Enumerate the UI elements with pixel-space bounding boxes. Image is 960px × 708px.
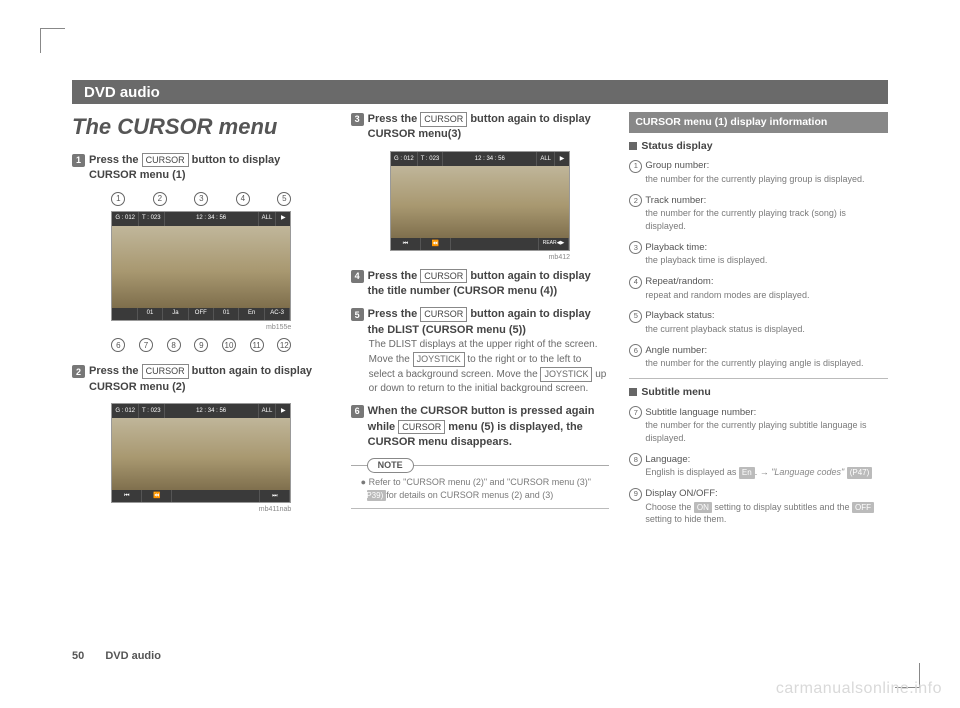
info-item-9: 9Display ON/OFF: Choose the ON setting t… [629, 487, 888, 526]
caption-2: mb411nab [111, 505, 291, 515]
column-3: CURSOR menu (1) display information Stat… [629, 112, 888, 638]
cursor-button-label: CURSOR [398, 420, 445, 435]
page-number: 50 [72, 650, 84, 662]
step-2: 2 Press the CURSOR button again to displ… [72, 364, 331, 395]
column-1: The CURSOR menu 1 Press the CURSOR butto… [72, 112, 331, 638]
column-2: 3 Press the CURSOR button again to displ… [351, 112, 610, 638]
screenshot-2: G : 012 T : 023 12 : 34 : 56 ALL ▶ ⏮ ⏪ ⏭ [111, 403, 291, 503]
page-content: The CURSOR menu 1 Press the CURSOR butto… [72, 112, 888, 638]
step-number-3: 3 [351, 113, 364, 126]
section-header: DVD audio [72, 80, 888, 104]
bottom-bar-1: 01 Ja OFF 01 En AC-3 [112, 308, 290, 320]
bottom-bar-2: ⏮ ⏪ ⏭ [112, 490, 290, 502]
note-text: ● Refer to "CURSOR menu (2)" and "CURSOR… [361, 476, 610, 501]
step-4: 4 Press the CURSOR button again to displ… [351, 269, 610, 300]
callouts-bottom: 6 7 8 9 10 11 12 [111, 338, 291, 352]
step-5-text: Press the CURSOR button again to display… [368, 307, 610, 338]
step-3-text: Press the CURSOR button again to display… [368, 112, 610, 143]
bottom-bar-3: ⏮ ⏪ REAR◀▶ [391, 238, 569, 250]
watermark: carmanualsonline.info [776, 680, 942, 698]
info-item-7: 7Subtitle language number:the number for… [629, 406, 888, 445]
page-heading: The CURSOR menu [72, 112, 331, 143]
info-item-6: 6Angle number:the number for the current… [629, 344, 888, 370]
info-item-1: 1Group number:the number for the current… [629, 159, 888, 185]
cursor-button-label: CURSOR [420, 307, 467, 322]
step-3: 3 Press the CURSOR button again to displ… [351, 112, 610, 143]
joystick-label: JOYSTICK [540, 367, 592, 382]
step-number-6: 6 [351, 405, 364, 418]
cursor-button-label: CURSOR [420, 112, 467, 127]
joystick-label: JOYSTICK [413, 352, 465, 367]
step-6-text: When the CURSOR button is pressed again … [368, 404, 610, 450]
step-number-2: 2 [72, 365, 85, 378]
separator [629, 378, 888, 379]
info-item-5: 5Playback status:the current playback st… [629, 309, 888, 335]
caption-1: mb155e [111, 323, 291, 333]
play-icon: ▶ [276, 212, 290, 226]
step-2-text: Press the CURSOR button again to display… [89, 364, 331, 395]
cursor-button-label: CURSOR [142, 153, 189, 168]
callouts-top: 1 2 3 4 5 [111, 192, 291, 206]
subtitle-menu-head: Subtitle menu [629, 385, 888, 400]
caption-3: mb412 [390, 253, 570, 263]
status-bar-2: G : 012 T : 023 12 : 34 : 56 ALL ▶ [112, 404, 290, 418]
screenshot-3: G : 012 T : 023 12 : 34 : 56 ALL ▶ ⏮ ⏪ R… [390, 151, 570, 251]
step-number-4: 4 [351, 270, 364, 283]
note-divider: NOTE [351, 458, 610, 472]
step-5-body: The DLIST displays at the upper right of… [369, 338, 610, 396]
info-item-8: 8Language: English is displayed as En. →… [629, 453, 888, 479]
info-box-title: CURSOR menu (1) display information [629, 112, 888, 133]
step-number-1: 1 [72, 154, 85, 167]
footer-section: DVD audio [105, 650, 161, 662]
step-5: 5 Press the CURSOR button again to displ… [351, 307, 610, 396]
status-bar-3: G : 012 T : 023 12 : 34 : 56 ALL ▶ [391, 152, 569, 166]
screenshot-1: G : 012 T : 023 12 : 34 : 56 ALL ▶ 01 Ja… [111, 211, 291, 321]
step-number-5: 5 [351, 308, 364, 321]
step-1-text: Press the CURSOR button to display CURSO… [89, 153, 331, 184]
info-item-2: 2Track number:the number for the current… [629, 194, 888, 233]
play-icon: ▶ [276, 404, 290, 418]
step-1: 1 Press the CURSOR button to display CUR… [72, 153, 331, 184]
status-bar-1: G : 012 T : 023 12 : 34 : 56 ALL ▶ [112, 212, 290, 226]
step-4-text: Press the CURSOR button again to display… [368, 269, 610, 300]
page-footer: 50 DVD audio [72, 650, 161, 662]
cursor-button-label: CURSOR [420, 269, 467, 284]
info-item-4: 4Repeat/random:repeat and random modes a… [629, 275, 888, 301]
note-badge: NOTE [367, 458, 414, 473]
separator [351, 508, 610, 509]
section-header-title: DVD audio [84, 84, 160, 101]
play-icon: ▶ [555, 152, 569, 166]
status-display-head: Status display [629, 139, 888, 154]
crop-mark-tl [40, 28, 65, 53]
info-item-3: 3Playback time:the playback time is disp… [629, 241, 888, 267]
cursor-button-label: CURSOR [142, 364, 189, 379]
step-6: 6 When the CURSOR button is pressed agai… [351, 404, 610, 450]
